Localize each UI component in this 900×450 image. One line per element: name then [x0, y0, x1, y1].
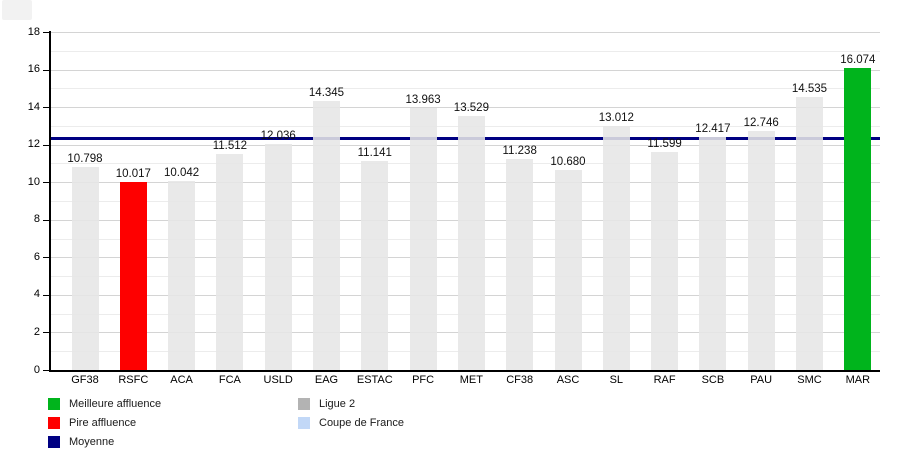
bar-CF38	[506, 159, 534, 370]
bar-SL	[602, 125, 630, 370]
legend-label-ligue-2: Ligue 2	[319, 398, 356, 410]
best-attendance-swatch-icon	[48, 398, 60, 410]
category-label-EAG: EAG	[314, 374, 339, 386]
y-tick	[43, 69, 50, 71]
legend-label-pire-affluence: Pire affluence	[69, 417, 137, 429]
value-label-SCB: 12.417	[695, 122, 731, 135]
y-tick-label: 10	[27, 175, 40, 188]
coupe-de-france-swatch-icon	[298, 417, 310, 429]
value-label-FCA: 11.512	[212, 139, 248, 152]
plot-area: 10.798 GF38 10.017 RSFC 10.042 ACA 11.512 FCA 12…	[27, 25, 880, 386]
y-tick	[43, 144, 50, 146]
gridline	[50, 88, 880, 90]
value-label-MAR: 16.074	[840, 54, 876, 67]
y-tick-label: 8	[33, 213, 40, 226]
category-label-USLD: USLD	[263, 374, 293, 386]
value-label-ACA: 10.042	[164, 167, 200, 180]
x-axis	[49, 370, 880, 372]
category-label-CF38: CF38	[506, 374, 534, 386]
bar-PFC	[409, 107, 437, 370]
y-tick	[43, 370, 50, 371]
bar-MET	[457, 116, 485, 370]
bar-SMC	[796, 97, 823, 370]
category-label-SMC: SMC	[797, 374, 822, 386]
average-swatch-icon	[48, 436, 60, 448]
bar-ESTAC	[361, 160, 389, 370]
bar-GF38	[71, 167, 99, 370]
bar-FCA	[216, 153, 244, 370]
legend-label-meilleure-affluence: Meilleure affluence	[69, 398, 162, 410]
y-tick-label: 14	[27, 100, 40, 113]
y-tick-label: 16	[27, 63, 40, 76]
category-label-PAU: PAU	[750, 374, 773, 386]
value-label-RAF: 11.599	[647, 138, 682, 151]
y-tick	[43, 257, 50, 259]
gridline	[50, 107, 880, 109]
value-label-ESTAC: 11.141	[357, 146, 392, 159]
bar-SCB	[699, 136, 727, 370]
y-axis	[49, 31, 51, 371]
category-label-ESTAC: ESTAC	[356, 374, 393, 386]
bar-RSFC	[119, 181, 147, 370]
legend-label-coupe-de-france: Coupe de France	[319, 417, 404, 429]
legend-item-pire-affluence: Pire affluence	[48, 417, 161, 429]
y-tick-label: 4	[33, 288, 40, 301]
category-label-ACA: ACA	[170, 374, 193, 386]
gridline	[50, 32, 880, 33]
y-tick	[43, 182, 50, 184]
y-tick	[43, 107, 50, 109]
y-tick-label: 0	[33, 363, 40, 376]
y-tick	[43, 294, 50, 296]
value-label-PAU: 12.746	[743, 116, 779, 129]
category-label-PFC: PFC	[412, 374, 435, 386]
legend-column-2: Ligue 2 Coupe de France	[298, 398, 404, 436]
category-label-SCB: SCB	[701, 374, 725, 386]
legend-item-ligue-2: Ligue 2	[298, 398, 404, 410]
legend-item-moyenne: Moyenne	[48, 436, 161, 448]
value-label-SMC: 14.535	[791, 83, 828, 96]
y-tick	[43, 219, 50, 221]
gridline	[50, 50, 880, 52]
bar-RAF	[651, 152, 679, 370]
legend: Meilleure affluence Pire affluence Moyen…	[0, 394, 900, 450]
category-label-MAR: MAR	[845, 374, 871, 386]
value-label-CF38: 11.238	[502, 145, 537, 157]
y-tick-label: 18	[27, 25, 40, 38]
bar-PAU	[747, 130, 775, 370]
corner-artifact	[2, 0, 32, 20]
y-tick	[43, 332, 50, 334]
bar-EAG	[313, 100, 340, 370]
category-label-MET: MET	[459, 374, 483, 386]
bar-USLD	[264, 144, 292, 370]
legend-label-moyenne: Moyenne	[69, 436, 115, 448]
value-label-EAG: 14.345	[308, 86, 345, 99]
category-label-ASC: ASC	[556, 374, 580, 386]
value-label-GF38: 10.798	[67, 153, 103, 166]
value-label-SL: 13.012	[598, 111, 634, 124]
value-label-USLD: 12.036	[260, 130, 296, 142]
legend-item-coupe-de-france: Coupe de France	[298, 417, 404, 429]
category-label-GF38: GF38	[71, 374, 99, 386]
category-label-RAF: RAF	[653, 374, 676, 386]
value-label-MET: 13.529	[453, 102, 489, 114]
value-label-PFC: 13.963	[405, 93, 441, 106]
y-tick	[43, 32, 50, 33]
bar-ACA	[168, 181, 196, 370]
category-label-RSFC: RSFC	[118, 374, 149, 386]
value-label-RSFC: 10.017	[115, 167, 151, 180]
category-label-FCA: FCA	[218, 374, 241, 386]
gridline	[50, 69, 880, 71]
y-tick-label: 2	[33, 325, 40, 338]
y-tick-label: 12	[27, 138, 40, 151]
worst-attendance-swatch-icon	[48, 417, 60, 429]
category-label-SL: SL	[609, 374, 624, 386]
bar-ASC	[554, 169, 582, 370]
bar-MAR	[844, 68, 872, 370]
y-tick-label: 6	[33, 250, 40, 263]
value-label-ASC: 10.680	[550, 155, 586, 168]
ligue-2-swatch-icon	[298, 398, 310, 410]
legend-item-meilleure-affluence: Meilleure affluence	[48, 398, 161, 410]
legend-column-1: Meilleure affluence Pire affluence Moyen…	[48, 398, 161, 450]
